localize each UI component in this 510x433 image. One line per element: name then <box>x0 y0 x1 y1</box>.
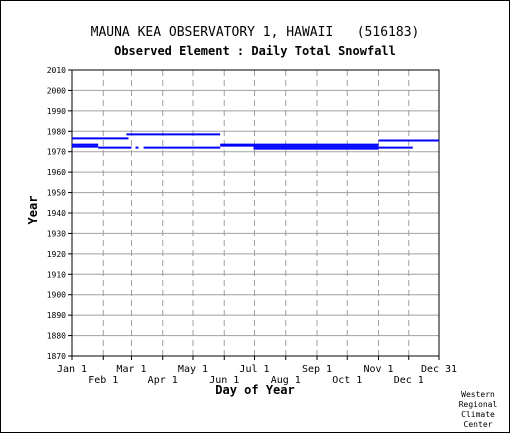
y-tick-label: 2010 <box>47 66 66 75</box>
y-tick-label: 1930 <box>47 229 66 238</box>
credit-line: Regional <box>458 400 498 409</box>
chart-subtitle: Observed Element : Daily Total Snowfall <box>114 44 396 58</box>
y-tick-label: 1900 <box>47 291 66 300</box>
x-tick-label: Feb 1 <box>88 375 118 386</box>
credit-line: Western <box>461 390 495 399</box>
x-tick-label: Mar 1 <box>116 364 146 375</box>
credit-block: Western Regional Climate Center <box>449 390 507 430</box>
y-tick-label: 1910 <box>47 270 66 279</box>
x-tick-label: Jun 1 <box>209 375 239 386</box>
y-tick-label: 1990 <box>47 107 66 116</box>
x-axis-label: Day of Year <box>215 383 295 397</box>
y-tick-label: 1980 <box>47 127 66 136</box>
y-tick-label: 1960 <box>47 168 66 177</box>
x-tick-label: Apr 1 <box>148 375 178 386</box>
plot-border <box>71 69 440 357</box>
y-tick-label: 1920 <box>47 250 66 259</box>
chart-title: MAUNA KEA OBSERVATORY 1, HAWAII (516183) <box>90 25 420 40</box>
x-tick-label: Jul 1 <box>239 364 269 375</box>
x-tick-label: Nov 1 <box>363 364 393 375</box>
y-tick-label: 1870 <box>47 352 66 361</box>
x-tick-label: Dec 1 <box>394 375 424 386</box>
x-tick-label: Aug 1 <box>271 375 301 386</box>
y-tick-label: 1950 <box>47 189 66 198</box>
y-tick-label: 1940 <box>47 209 66 218</box>
y-tick-label: 1890 <box>47 311 66 320</box>
credit-line: Climate <box>461 410 495 419</box>
y-tick-label: 1880 <box>47 332 66 341</box>
x-tick-label: May 1 <box>178 364 208 375</box>
y-tick-label: 2000 <box>47 86 66 95</box>
y-axis-label: Year <box>26 195 40 225</box>
x-tick-label: Oct 1 <box>332 375 362 386</box>
x-tick-label: Dec 31 <box>421 364 457 375</box>
credit-line: Center <box>463 420 493 429</box>
y-axis-label-wrap: Year <box>13 191 53 231</box>
x-tick-label: Jan 1 <box>57 364 87 375</box>
y-tick-label: 1970 <box>47 148 66 157</box>
x-tick-label: Sep 1 <box>302 364 332 375</box>
